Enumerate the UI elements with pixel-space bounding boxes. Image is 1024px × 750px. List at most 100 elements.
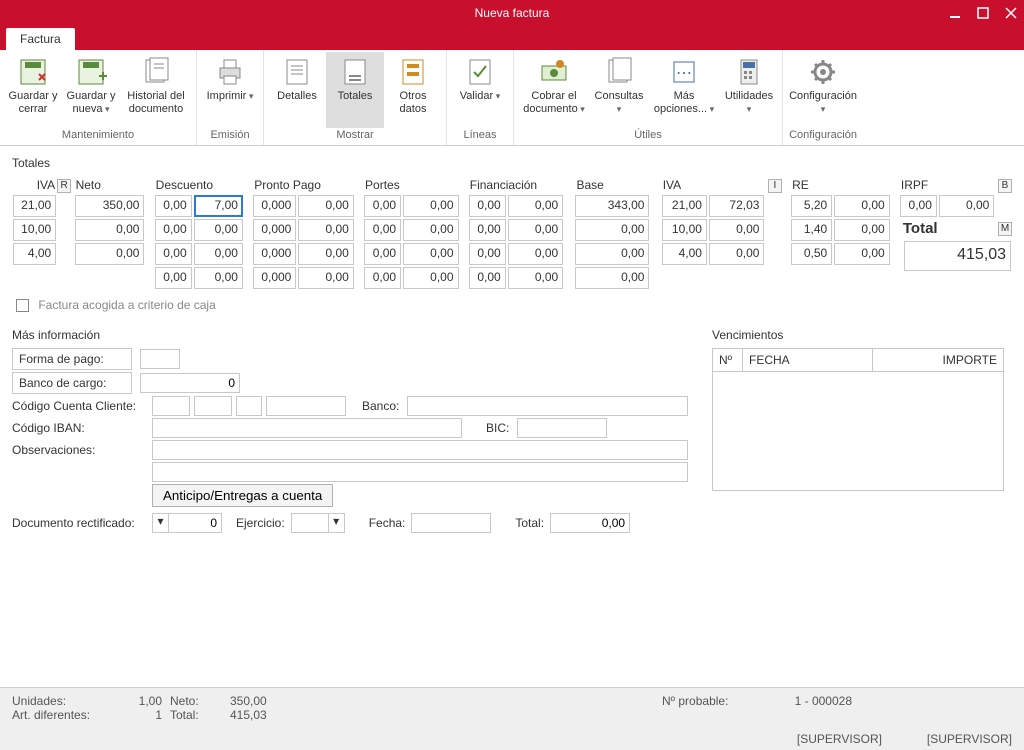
ccc-2[interactable] [194,396,232,416]
r2-finv[interactable]: 0,00 [508,243,563,265]
ribbon-guardar-cerrar[interactable]: Guardar y cerrar [4,52,62,128]
r1-finp[interactable]: 0,00 [469,219,506,241]
r0-porp[interactable]: 0,00 [364,195,401,217]
r3-porv[interactable]: 0,00 [403,267,458,289]
doc-rect-dd[interactable]: ▾ [153,514,169,532]
btn-r[interactable]: R [57,179,71,193]
ribbon-consultas[interactable]: Consultas [590,52,648,128]
r1-neto[interactable]: 0,00 [75,219,145,241]
obs-input-1[interactable] [152,440,688,460]
h-iva: IVA [12,176,57,194]
r1-porp[interactable]: 0,00 [364,219,401,241]
r1-iva2p[interactable]: 10,00 [662,219,707,241]
bic-input[interactable] [517,418,607,438]
close-button[interactable] [1002,4,1020,22]
btn-i[interactable]: I [768,179,782,193]
total-input[interactable] [550,513,630,533]
criterio-caja-checkbox[interactable] [16,299,29,312]
r1-descp[interactable]: 0,00 [155,219,192,241]
ribbon-historial[interactable]: Historial del documento [120,52,192,128]
r1-iva[interactable]: 10,00 [13,219,56,241]
r1-rep[interactable]: 1,40 [791,219,832,241]
r0-iva[interactable]: 21,00 [13,195,56,217]
r0-ppp[interactable]: 0,000 [253,195,296,217]
r2-base[interactable]: 0,00 [575,243,649,265]
r3-finp[interactable]: 0,00 [469,267,506,289]
ribbon-totales[interactable]: Totales [326,52,384,128]
ccc-4[interactable] [266,396,346,416]
ribbon-mas-opciones[interactable]: ⋯Más opciones... [648,52,720,128]
ribbon-imprimir[interactable]: Imprimir [201,52,259,128]
r0-finp[interactable]: 0,00 [469,195,506,217]
r1-porv[interactable]: 0,00 [403,219,458,241]
ribbon-otros-datos[interactable]: Otros datos [384,52,442,128]
ejercicio-input[interactable] [292,514,328,532]
ribbon-detalles[interactable]: Detalles [268,52,326,128]
r0-base[interactable]: 343,00 [575,195,649,217]
r3-finv[interactable]: 0,00 [508,267,563,289]
venc-body[interactable] [713,372,1003,490]
r0-descp[interactable]: 0,00 [155,195,192,217]
fecha-input[interactable] [411,513,491,533]
r0-porv[interactable]: 0,00 [403,195,458,217]
r2-ppp[interactable]: 0,000 [253,243,296,265]
ribbon-cobrar[interactable]: Cobrar el documento [518,52,590,128]
banco-cargo-input[interactable] [140,373,240,393]
r1-ppp[interactable]: 0,000 [253,219,296,241]
r0-neto[interactable]: 350,00 [75,195,145,217]
r2-iva2p[interactable]: 4,00 [662,243,707,265]
btn-b[interactable]: B [998,179,1012,193]
iban-input[interactable] [152,418,462,438]
obs-input-2[interactable] [152,462,688,482]
r1-ppv[interactable]: 0,00 [298,219,353,241]
tab-factura[interactable]: Factura [6,28,75,50]
h-re: RE [790,176,891,194]
r3-ppp[interactable]: 0,000 [253,267,296,289]
r3-porp[interactable]: 0,00 [364,267,401,289]
ccc-1[interactable] [152,396,190,416]
r2-iva[interactable]: 4,00 [13,243,56,265]
r1-finv[interactable]: 0,00 [508,219,563,241]
r1-base[interactable]: 0,00 [575,219,649,241]
r2-descv[interactable]: 0,00 [194,243,243,265]
r2-finp[interactable]: 0,00 [469,243,506,265]
r3-descv[interactable]: 0,00 [194,267,243,289]
maximize-button[interactable] [974,4,992,22]
r0-irpfp[interactable]: 0,00 [900,195,937,217]
forma-pago-input[interactable] [140,349,180,369]
ribbon-validar[interactable]: Validar [451,52,509,128]
r0-irpfv[interactable]: 0,00 [939,195,994,217]
doc-rect-input[interactable] [169,514,221,532]
r1-iva2v[interactable]: 0,00 [709,219,765,241]
ribbon-guardar-nueva[interactable]: Guardar y nueva [62,52,120,128]
r0-iva2v[interactable]: 72,03 [709,195,765,217]
ribbon-utilidades[interactable]: Utilidades [720,52,778,128]
r2-porv[interactable]: 0,00 [403,243,458,265]
r2-descp[interactable]: 0,00 [155,243,192,265]
r0-rep[interactable]: 5,20 [791,195,832,217]
r0-rev[interactable]: 0,00 [834,195,890,217]
r2-rep[interactable]: 0,50 [791,243,832,265]
r0-finv[interactable]: 0,00 [508,195,563,217]
r2-ppv[interactable]: 0,00 [298,243,353,265]
r3-ppv[interactable]: 0,00 [298,267,353,289]
r2-porp[interactable]: 0,00 [364,243,401,265]
banco-cargo-label: Banco de cargo: [12,372,132,394]
r0-descv[interactable]: 7,00 [194,195,243,217]
r0-iva2p[interactable]: 21,00 [662,195,707,217]
r1-descv[interactable]: 0,00 [194,219,243,241]
r1-rev[interactable]: 0,00 [834,219,890,241]
r3-descp[interactable]: 0,00 [155,267,192,289]
ccc-3[interactable] [236,396,262,416]
ejercicio-dd[interactable]: ▾ [328,514,344,532]
anticipo-button[interactable]: Anticipo/Entregas a cuenta [152,484,333,507]
ribbon-configuracion[interactable]: Configuración [787,52,859,128]
r3-base[interactable]: 0,00 [575,267,649,289]
r0-ppv[interactable]: 0,00 [298,195,353,217]
r2-rev[interactable]: 0,00 [834,243,890,265]
btn-m[interactable]: M [998,222,1012,236]
minimize-button[interactable] [946,4,964,22]
banco-input[interactable] [407,396,688,416]
r2-neto[interactable]: 0,00 [75,243,145,265]
r2-iva2v[interactable]: 0,00 [709,243,765,265]
